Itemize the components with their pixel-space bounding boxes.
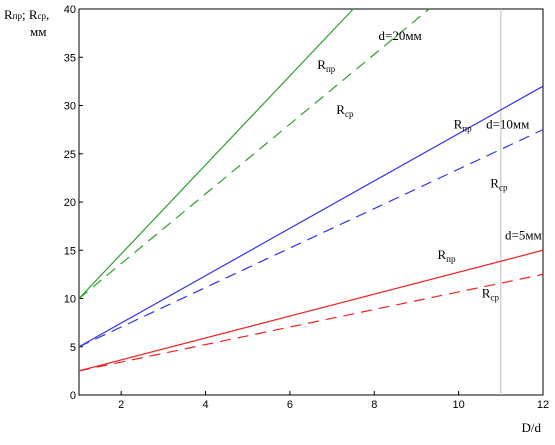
series-line xyxy=(78,8,354,299)
y-tick-label: 5 xyxy=(70,342,76,354)
group-label: d=10мм xyxy=(486,117,529,132)
series-layer xyxy=(78,8,544,372)
y-axis-label-unit: мм xyxy=(30,24,46,39)
series-label: Rср xyxy=(490,176,508,193)
series-label: Rср xyxy=(482,286,500,303)
y-axis-label: Rпр; Rср, xyxy=(4,7,49,22)
y-tick-label: 10 xyxy=(64,294,76,306)
series-line xyxy=(78,8,430,299)
series-label: Rпр xyxy=(317,57,335,74)
series-label: Rпр xyxy=(454,117,472,134)
y-axis-ticks: 0 5 10 15 20 25 30 35 40 xyxy=(64,4,83,402)
y-tick-label: 30 xyxy=(64,101,76,113)
y-tick-label: 20 xyxy=(64,197,76,209)
series-label: Rср xyxy=(336,102,354,119)
y-tick-label: 15 xyxy=(64,245,76,257)
x-tick-label: 4 xyxy=(202,399,208,411)
x-tick-label: 6 xyxy=(287,399,293,411)
x-axis-ticks: 2 4 6 8 10 12 xyxy=(118,391,549,411)
x-axis-label: D/d xyxy=(522,420,542,435)
y-tick-label: 35 xyxy=(64,52,76,64)
x-tick-label: 2 xyxy=(118,399,124,411)
series-line xyxy=(78,249,544,372)
annotations-layer: d=20мм Rпр Rср d=10мм Rпр Rср d=5мм Rпр Rср xyxy=(317,28,541,303)
y-tick-label: 40 xyxy=(64,4,76,16)
y-tick-label: 0 xyxy=(70,390,76,402)
series-line xyxy=(78,129,544,348)
group-label: d=20мм xyxy=(379,28,422,43)
x-tick-label: 8 xyxy=(371,399,377,411)
series-label: Rпр xyxy=(438,247,456,264)
x-tick-label: 10 xyxy=(453,399,465,411)
x-tick-label: 12 xyxy=(537,399,549,411)
y-tick-label: 25 xyxy=(64,149,76,161)
series-line xyxy=(78,273,544,372)
series-line xyxy=(78,85,544,348)
group-label: d=5мм xyxy=(505,228,542,243)
